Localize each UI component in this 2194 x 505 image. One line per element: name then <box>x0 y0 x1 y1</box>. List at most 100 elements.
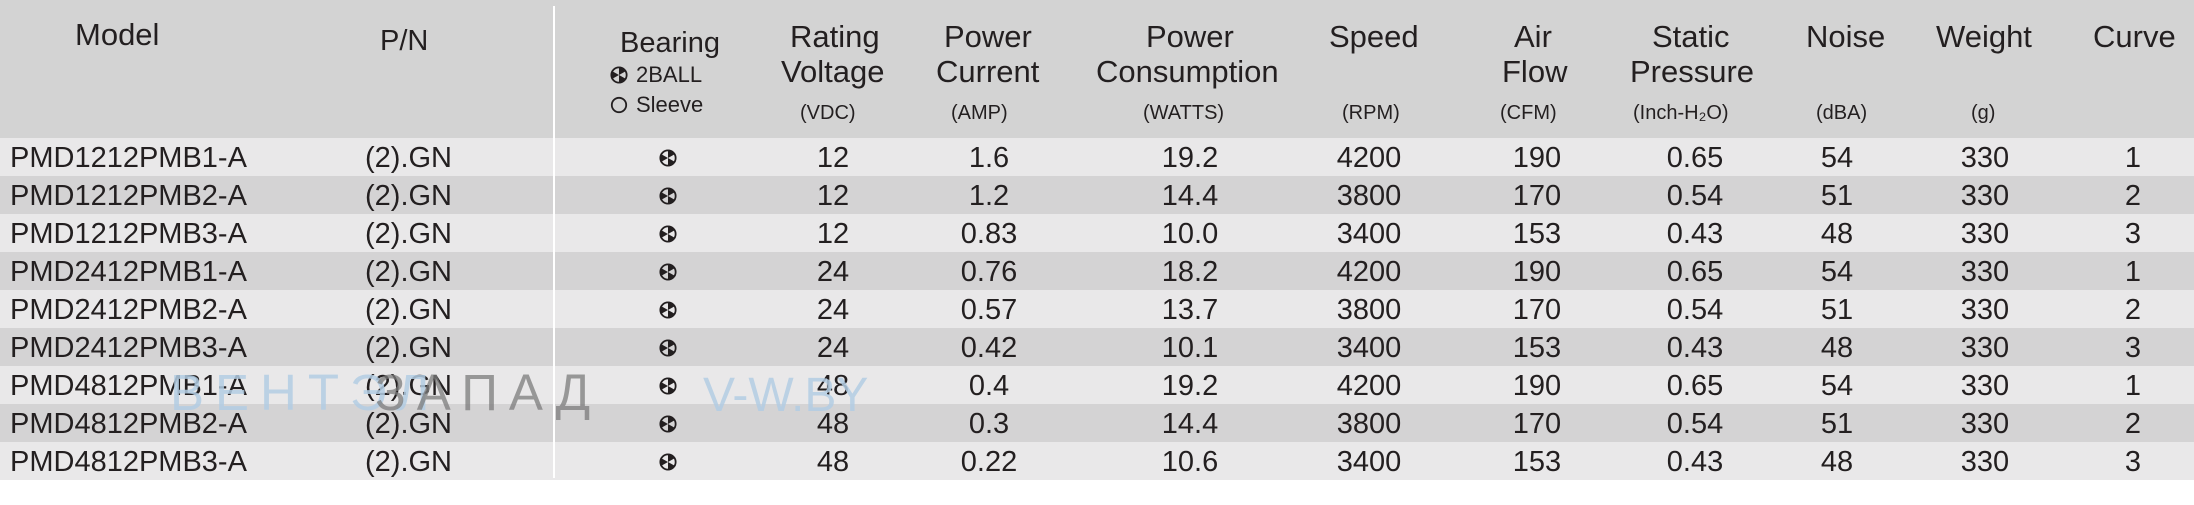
sleeve-bearing-icon <box>610 96 628 114</box>
header-consumption-1: Power <box>1146 19 1234 54</box>
cell-curve: 3 <box>2124 218 2142 250</box>
cell-speed: 4200 <box>1336 370 1402 402</box>
ball-bearing-icon <box>659 263 677 281</box>
header-airflow-2: Flow <box>1502 54 1568 89</box>
cell-model: PMD1212PMB3-A <box>10 218 247 250</box>
cell-model: PMD4812PMB3-A <box>10 446 247 478</box>
cell-noise: 48 <box>1820 332 1854 364</box>
cell-airflow: 153 <box>1512 446 1562 478</box>
cell-speed: 3800 <box>1336 408 1402 440</box>
cell-pressure: 0.54 <box>1666 180 1724 212</box>
cell-model: PMD1212PMB1-A <box>10 142 247 174</box>
table-header: Model P/N Bearing 2BALL Sleeve Rating <box>0 0 2194 138</box>
header-speed: Speed <box>1329 19 1419 54</box>
header-noise: Noise <box>1806 19 1886 54</box>
cell-weight: 330 <box>1960 142 2010 174</box>
cell-current: 0.22 <box>960 446 1018 478</box>
ball-bearing-icon <box>659 415 677 433</box>
cell-airflow: 190 <box>1512 142 1562 174</box>
cell-speed: 4200 <box>1336 256 1402 288</box>
ball-bearing-icon <box>659 149 677 167</box>
cell-noise: 51 <box>1820 408 1854 440</box>
table-row: PMD2412PMB2-A (2).GN 24 0.57 13.7 3800 170 0.54… <box>0 290 2194 328</box>
bearing-ball-legend: 2BALL <box>610 60 730 90</box>
header-pressure-2: Pressure <box>1630 54 1755 89</box>
header-consumption-2: Consumption <box>1096 54 1279 89</box>
cell-pressure: 0.65 <box>1666 370 1724 402</box>
header-pressure-unit: (Inch-H₂O) <box>1633 102 1729 124</box>
ball-bearing-icon <box>659 339 677 357</box>
cell-curve: 2 <box>2124 408 2142 440</box>
cell-noise: 51 <box>1820 180 1854 212</box>
cell-power: 13.7 <box>1161 294 1219 326</box>
cell-pressure: 0.54 <box>1666 294 1724 326</box>
cell-curve: 2 <box>2124 180 2142 212</box>
cell-voltage: 24 <box>816 256 850 288</box>
cell-power: 10.1 <box>1161 332 1219 364</box>
cell-speed: 3400 <box>1336 218 1402 250</box>
ball-bearing-icon <box>659 301 677 319</box>
table-row: PMD1212PMB3-A (2).GN 12 0.83 10.0 3400 153 0.43… <box>0 214 2194 252</box>
header-pressure-1: Static <box>1652 19 1730 54</box>
cell-airflow: 153 <box>1512 218 1562 250</box>
spec-table: Model P/N Bearing 2BALL Sleeve Rating <box>0 0 2194 480</box>
cell-noise: 48 <box>1820 446 1854 478</box>
cell-noise: 54 <box>1820 256 1854 288</box>
cell-curve: 3 <box>2124 446 2142 478</box>
cell-speed: 3800 <box>1336 294 1402 326</box>
cell-weight: 330 <box>1960 332 2010 364</box>
header-weight: Weight <box>1936 19 2032 54</box>
cell-curve: 1 <box>2124 142 2142 174</box>
cell-speed: 3800 <box>1336 180 1402 212</box>
cell-pn: (2).GN <box>365 370 452 402</box>
cell-curve: 3 <box>2124 332 2142 364</box>
header-bearing: Bearing 2BALL Sleeve <box>610 26 730 120</box>
cell-airflow: 170 <box>1512 294 1562 326</box>
table-row: PMD1212PMB1-A (2).GN 12 1.6 19.2 4200 190 0.65 5… <box>0 138 2194 176</box>
cell-voltage: 24 <box>816 294 850 326</box>
cell-voltage: 12 <box>816 218 850 250</box>
cell-current: 0.4 <box>968 370 1010 402</box>
cell-weight: 330 <box>1960 408 2010 440</box>
column-divider <box>553 6 555 478</box>
cell-current: 0.42 <box>960 332 1018 364</box>
cell-model: PMD2412PMB1-A <box>10 256 247 288</box>
cell-pressure: 0.54 <box>1666 408 1724 440</box>
header-rating-unit: (VDC) <box>800 102 856 124</box>
cell-airflow: 190 <box>1512 256 1562 288</box>
cell-current: 0.76 <box>960 256 1018 288</box>
cell-voltage: 12 <box>816 142 850 174</box>
cell-voltage: 48 <box>816 446 850 478</box>
cell-weight: 330 <box>1960 446 2010 478</box>
cell-power: 10.6 <box>1161 446 1219 478</box>
cell-pressure: 0.43 <box>1666 332 1724 364</box>
cell-voltage: 24 <box>816 332 850 364</box>
header-speed-unit: (RPM) <box>1342 102 1400 124</box>
cell-model: PMD2412PMB3-A <box>10 332 247 364</box>
header-curve: Curve <box>2093 19 2176 54</box>
header-current-1: Power <box>944 19 1032 54</box>
cell-power: 18.2 <box>1161 256 1219 288</box>
cell-voltage: 48 <box>816 370 850 402</box>
header-rating-2: Voltage <box>781 54 885 89</box>
cell-power: 19.2 <box>1161 142 1219 174</box>
cell-pressure: 0.65 <box>1666 142 1724 174</box>
cell-pn: (2).GN <box>365 332 452 364</box>
header-airflow-1: Air <box>1514 19 1552 54</box>
header-rating-1: Rating <box>790 19 880 54</box>
cell-airflow: 170 <box>1512 180 1562 212</box>
header-current-unit: (AMP) <box>951 102 1008 124</box>
ball-bearing-icon <box>659 187 677 205</box>
cell-speed: 4200 <box>1336 142 1402 174</box>
cell-noise: 54 <box>1820 370 1854 402</box>
cell-pn: (2).GN <box>365 180 452 212</box>
cell-model: PMD4812PMB2-A <box>10 408 247 440</box>
cell-pn: (2).GN <box>365 446 452 478</box>
cell-voltage: 12 <box>816 180 850 212</box>
header-current-2: Current <box>936 54 1040 89</box>
header-consumption-unit: (WATTS) <box>1143 102 1225 124</box>
cell-noise: 48 <box>1820 218 1854 250</box>
cell-pn: (2).GN <box>365 256 452 288</box>
cell-curve: 1 <box>2124 370 2142 402</box>
table-row: PMD4812PMB3-A (2).GN 48 0.22 10.6 3400 153 0.43… <box>0 442 2194 480</box>
